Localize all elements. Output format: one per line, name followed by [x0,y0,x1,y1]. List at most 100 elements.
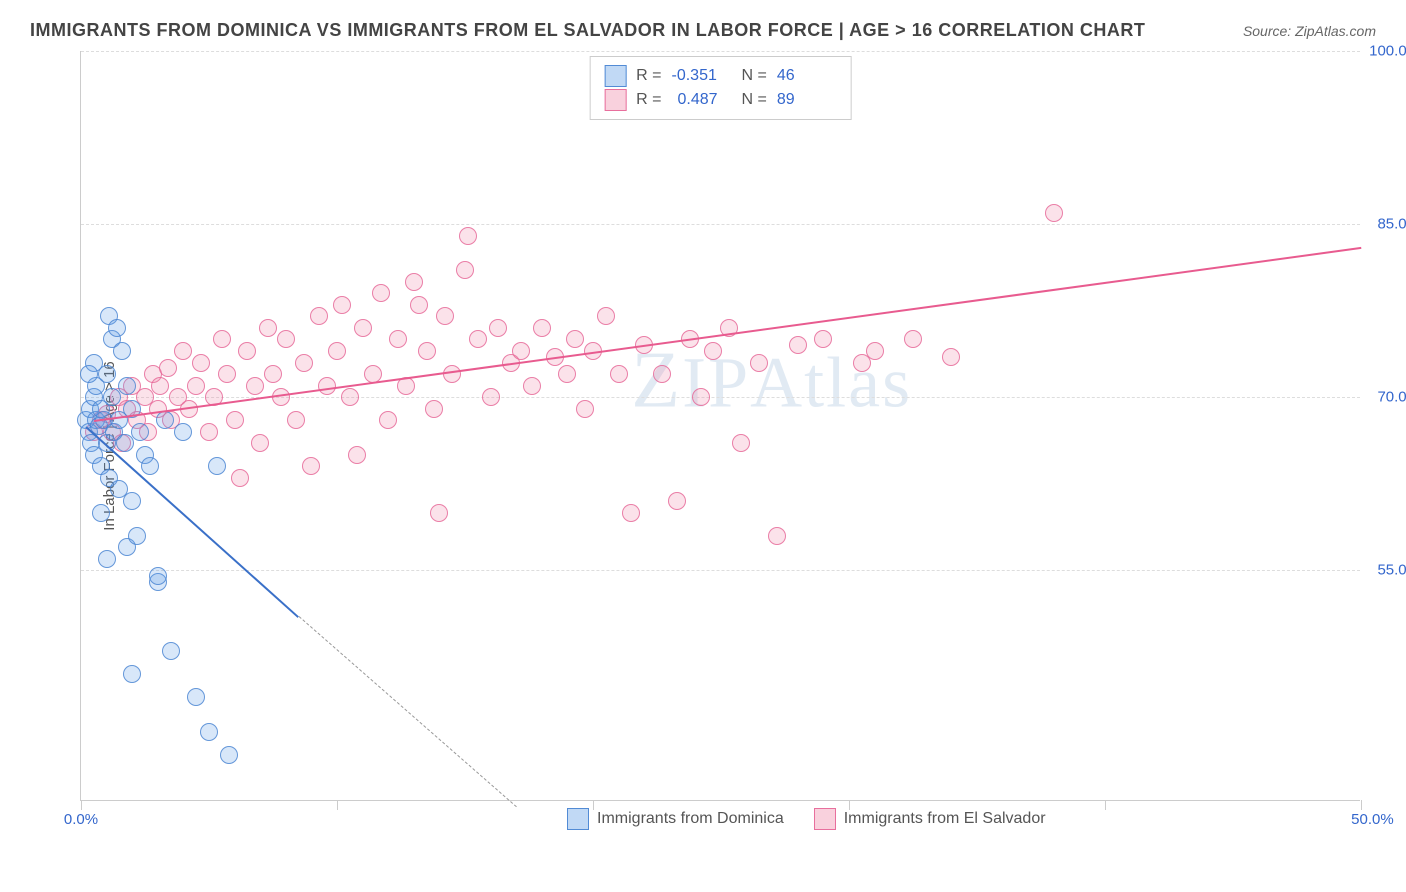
data-point [80,423,98,441]
r-label: R = [636,91,661,109]
data-point [410,296,428,314]
legend-item-pink: Immigrants from El Salvador [814,808,1046,830]
data-point [622,504,640,522]
data-point [523,377,541,395]
data-point [443,365,461,383]
grid-line [81,51,1360,52]
x-tick [593,800,594,810]
n-value-pink: 89 [777,91,837,109]
y-tick-label: 85.0% [1377,216,1406,233]
data-point [246,377,264,395]
trend-line [94,247,1361,422]
data-point [200,723,218,741]
data-point [141,457,159,475]
data-point [558,365,576,383]
data-point [853,354,871,372]
data-point [459,227,477,245]
data-point [866,342,884,360]
data-point [174,423,192,441]
data-point [208,457,226,475]
x-tick-label: 50.0% [1351,811,1394,828]
source-label: Source: ZipAtlas.com [1243,23,1376,39]
data-point [139,423,157,441]
data-point [81,400,99,418]
data-point [159,359,177,377]
chart-title: IMMIGRANTS FROM DOMINICA VS IMMIGRANTS F… [30,20,1145,41]
x-tick [1105,800,1106,810]
stats-row-blue: R = -0.351 N = 46 [604,65,837,87]
swatch-blue-icon [567,808,589,830]
swatch-blue-icon [604,65,626,87]
data-point [192,354,210,372]
data-point [113,434,131,452]
data-point [295,354,313,372]
data-point [287,411,305,429]
data-point [123,665,141,683]
data-point [85,354,103,372]
y-tick-label: 100.0% [1369,43,1406,60]
data-point [430,504,448,522]
data-point [814,330,832,348]
data-point [610,365,628,383]
legend-item-blue: Immigrants from Dominica [567,808,784,830]
data-point [92,457,110,475]
data-point [110,480,128,498]
data-point [144,365,162,383]
data-point [226,411,244,429]
data-point [187,377,205,395]
data-point [302,457,320,475]
x-tick [849,800,850,810]
data-point [405,273,423,291]
x-tick [1361,800,1362,810]
trend-line [85,426,299,618]
stats-row-pink: R = 0.487 N = 89 [604,89,837,111]
data-point [310,307,328,325]
data-point [118,377,136,395]
data-point [354,319,372,337]
data-point [379,411,397,429]
data-point [149,573,167,591]
legend-label-pink: Immigrants from El Salvador [844,810,1046,828]
data-point [151,377,169,395]
data-point [264,365,282,383]
data-point [1045,204,1063,222]
data-point [668,492,686,510]
data-point [750,354,768,372]
bottom-legend: Immigrants from Dominica Immigrants from… [567,808,1046,830]
data-point [328,342,346,360]
data-point [105,423,123,441]
data-point [768,527,786,545]
data-point [389,330,407,348]
data-point [318,377,336,395]
data-point [789,336,807,354]
data-point [942,348,960,366]
data-point [103,330,121,348]
n-label: N = [742,91,767,109]
data-point [218,365,236,383]
data-point [259,319,277,337]
data-point [100,307,118,325]
data-point [576,400,594,418]
data-point [123,377,141,395]
data-point [277,330,295,348]
x-tick [337,800,338,810]
y-tick-label: 55.0% [1377,562,1406,579]
data-point [128,527,146,545]
data-point [118,538,136,556]
data-point [108,319,126,337]
trend-dash [298,616,516,807]
data-point [156,411,174,429]
x-tick-label: 0.0% [64,811,98,828]
swatch-pink-icon [604,89,626,111]
data-point [238,342,256,360]
data-point [113,342,131,360]
data-point [200,423,218,441]
r-value-blue: -0.351 [672,67,732,85]
data-point [116,434,134,452]
data-point [131,423,149,441]
data-point [372,284,390,302]
data-point [149,400,167,418]
data-point [704,342,722,360]
chart-area: In Labor Force | Age > 16 ZIPAtlas R = -… [50,51,1390,841]
data-point [92,400,110,418]
